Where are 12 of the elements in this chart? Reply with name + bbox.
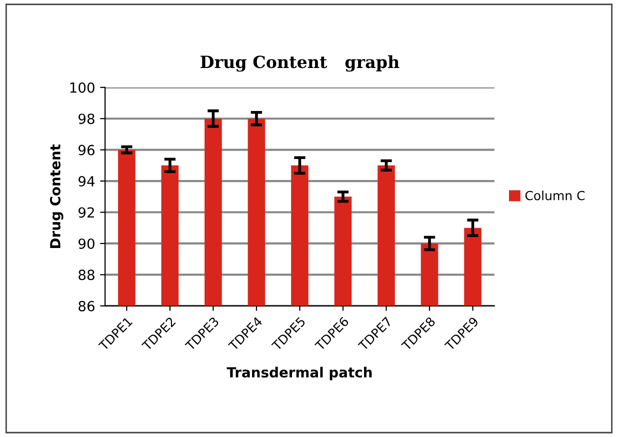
y-tick-label: 98 xyxy=(78,114,94,124)
y-tick-label: 100 xyxy=(70,82,94,93)
chart-title: Drug Content graph xyxy=(200,55,400,72)
y-tick-label: 92 xyxy=(78,207,94,218)
legend-label: Column C xyxy=(525,190,585,200)
y-tick-label: 96 xyxy=(78,144,94,156)
y-tick-label: 88 xyxy=(78,270,94,280)
y-tick-label: 86 xyxy=(78,300,94,312)
y-tick-label: 94 xyxy=(78,176,95,187)
x-axis-title: Transdermal patch xyxy=(226,366,372,380)
y-tick-label: 90 xyxy=(78,238,94,249)
y-axis-title: Drug Content xyxy=(50,144,64,248)
